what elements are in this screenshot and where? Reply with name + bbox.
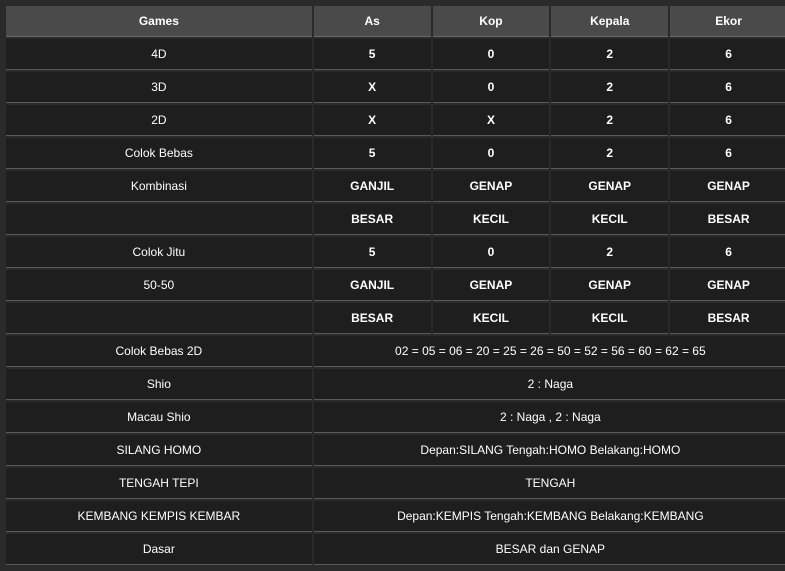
header-ekor: Ekor (670, 6, 785, 37)
row-tengahtepi-label: TENGAH TEPI (6, 468, 312, 499)
row-colokjitu-label: Colok Jitu (6, 237, 312, 268)
row-5050a-kepala: GENAP (551, 270, 668, 301)
row-4d-label: 4D (6, 39, 312, 70)
table-row: TENGAH TEPI TENGAH (6, 468, 785, 499)
row-colokbebas-kepala: 2 (551, 138, 668, 169)
row-2d-ekor: 6 (670, 105, 785, 136)
row-silanghomo-value: Depan:SILANG Tengah:HOMO Belakang:HOMO (314, 435, 785, 466)
row-colokjitu-as: 5 (314, 237, 431, 268)
row-3d-kepala: 2 (551, 72, 668, 103)
table-row: SILANG HOMO Depan:SILANG Tengah:HOMO Bel… (6, 435, 785, 466)
row-kombinasi1-kepala: GENAP (551, 171, 668, 202)
table-row: KEMBANG KEMPIS KEMBAR Depan:KEMPIS Tenga… (6, 501, 785, 532)
games-table: Games As Kop Kepala Ekor 4D 5 0 2 6 3D X… (4, 4, 785, 567)
row-5050a-label: 50-50 (6, 270, 312, 301)
row-3d-as: X (314, 72, 431, 103)
row-colokbebas-kop: 0 (433, 138, 550, 169)
row-colokbebas-as: 5 (314, 138, 431, 169)
row-kombinasi2-ekor: BESAR (670, 204, 785, 235)
table-row: Shio 2 : Naga (6, 369, 785, 400)
table-row: BESAR KECIL KECIL BESAR (6, 204, 785, 235)
row-macaushio-label: Macau Shio (6, 402, 312, 433)
table-row: Colok Bebas 5 0 2 6 (6, 138, 785, 169)
table-row: 50-50 GANJIL GENAP GENAP GENAP (6, 270, 785, 301)
header-as: As (314, 6, 431, 37)
row-colokjitu-kepala: 2 (551, 237, 668, 268)
row-macaushio-value: 2 : Naga , 2 : Naga (314, 402, 785, 433)
table-row: Dasar BESAR dan GENAP (6, 534, 785, 565)
row-kombinasi2-kop: KECIL (433, 204, 550, 235)
row-kombinasi2-as: BESAR (314, 204, 431, 235)
row-3d-ekor: 6 (670, 72, 785, 103)
table-row: Macau Shio 2 : Naga , 2 : Naga (6, 402, 785, 433)
row-5050b-kop: KECIL (433, 303, 550, 334)
row-5050a-ekor: GENAP (670, 270, 785, 301)
table-row: 3D X 0 2 6 (6, 72, 785, 103)
row-colokbebas2d-label: Colok Bebas 2D (6, 336, 312, 367)
row-5050b-label (6, 303, 312, 334)
row-2d-as: X (314, 105, 431, 136)
row-5050a-kop: GENAP (433, 270, 550, 301)
row-kombinasi1-ekor: GENAP (670, 171, 785, 202)
table-row: Kombinasi GANJIL GENAP GENAP GENAP (6, 171, 785, 202)
row-kombinasi2-kepala: KECIL (551, 204, 668, 235)
row-4d-kepala: 2 (551, 39, 668, 70)
header-kop: Kop (433, 6, 550, 37)
row-shio-label: Shio (6, 369, 312, 400)
table-row: Colok Bebas 2D 02 = 05 = 06 = 20 = 25 = … (6, 336, 785, 367)
table-row: Colok Jitu 5 0 2 6 (6, 237, 785, 268)
header-kepala: Kepala (551, 6, 668, 37)
row-4d-as: 5 (314, 39, 431, 70)
header-games: Games (6, 6, 312, 37)
row-dasar-label: Dasar (6, 534, 312, 565)
table-header-row: Games As Kop Kepala Ekor (6, 6, 785, 37)
row-2d-kop: X (433, 105, 550, 136)
row-colokjitu-ekor: 6 (670, 237, 785, 268)
row-5050b-as: BESAR (314, 303, 431, 334)
row-silanghomo-label: SILANG HOMO (6, 435, 312, 466)
row-kombinasi1-kop: GENAP (433, 171, 550, 202)
row-kembang-label: KEMBANG KEMPIS KEMBAR (6, 501, 312, 532)
row-3d-kop: 0 (433, 72, 550, 103)
row-3d-label: 3D (6, 72, 312, 103)
row-2d-kepala: 2 (551, 105, 668, 136)
row-kembang-value: Depan:KEMPIS Tengah:KEMBANG Belakang:KEM… (314, 501, 785, 532)
row-kombinasi1-label: Kombinasi (6, 171, 312, 202)
table-row: 2D X X 2 6 (6, 105, 785, 136)
row-colokbebas-label: Colok Bebas (6, 138, 312, 169)
row-colokjitu-kop: 0 (433, 237, 550, 268)
row-colokbebas2d-value: 02 = 05 = 06 = 20 = 25 = 26 = 50 = 52 = … (314, 336, 785, 367)
row-2d-label: 2D (6, 105, 312, 136)
row-shio-value: 2 : Naga (314, 369, 785, 400)
row-5050a-as: GANJIL (314, 270, 431, 301)
row-4d-ekor: 6 (670, 39, 785, 70)
row-4d-kop: 0 (433, 39, 550, 70)
table-row: 4D 5 0 2 6 (6, 39, 785, 70)
row-dasar-value: BESAR dan GENAP (314, 534, 785, 565)
row-colokbebas-ekor: 6 (670, 138, 785, 169)
row-kombinasi1-as: GANJIL (314, 171, 431, 202)
table-row: BESAR KECIL KECIL BESAR (6, 303, 785, 334)
row-5050b-kepala: KECIL (551, 303, 668, 334)
row-kombinasi2-label (6, 204, 312, 235)
row-tengahtepi-value: TENGAH (314, 468, 785, 499)
row-5050b-ekor: BESAR (670, 303, 785, 334)
